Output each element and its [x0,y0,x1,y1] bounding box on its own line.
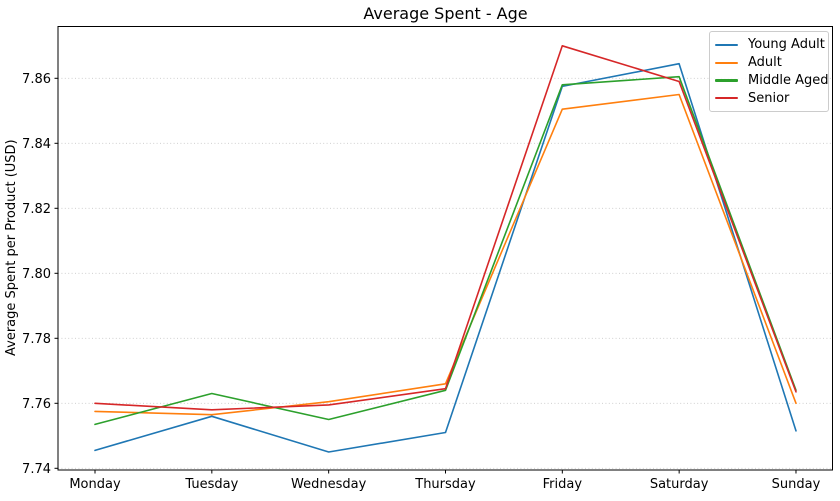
y-tick-label: 7.82 [22,202,51,217]
legend-item-middle-aged: Middle Aged [715,72,828,90]
x-tick-label: Monday [69,477,121,492]
legend-label: Adult [748,55,782,71]
x-tick-label: Friday [543,477,583,492]
legend-label: Middle Aged [748,72,829,88]
y-tick-label: 7.76 [22,397,51,412]
chart-title: Average Spent - Age [363,4,528,23]
series-line-adult [94,93,797,416]
x-tick-label: Thursday [414,477,476,492]
x-tick-label: Tuesday [184,477,238,492]
legend-item-senior: Senior [715,89,822,107]
y-tick-label: 7.86 [22,72,51,87]
legend-line-swatch [715,43,738,47]
legend: Young Adult Adult Middle Aged Senior [709,31,829,113]
legend-item-young-adult: Young Adult [715,36,825,54]
legend-line-swatch [715,79,738,82]
y-axis-label: Average Spent per Product (USD) [4,139,19,356]
legend-line-swatch [715,61,738,64]
y-tick-label: 7.80 [22,267,51,282]
series-line-senior [94,44,797,411]
y-tick-label: 7.74 [22,462,51,477]
y-tick-label: 7.78 [22,332,51,347]
y-tick-label: 7.84 [22,137,51,152]
legend-label: Senior [748,90,790,106]
x-tick-label: Saturday [650,477,709,492]
x-tick-label: Wednesday [291,477,367,492]
legend-item-adult: Adult [715,54,822,72]
series-line-young-adult [94,62,797,453]
series-line-middle-aged [94,75,797,426]
legend-label: Young Adult [748,37,825,53]
legend-line-swatch [715,97,738,100]
x-tick-label: Sunday [772,477,821,492]
